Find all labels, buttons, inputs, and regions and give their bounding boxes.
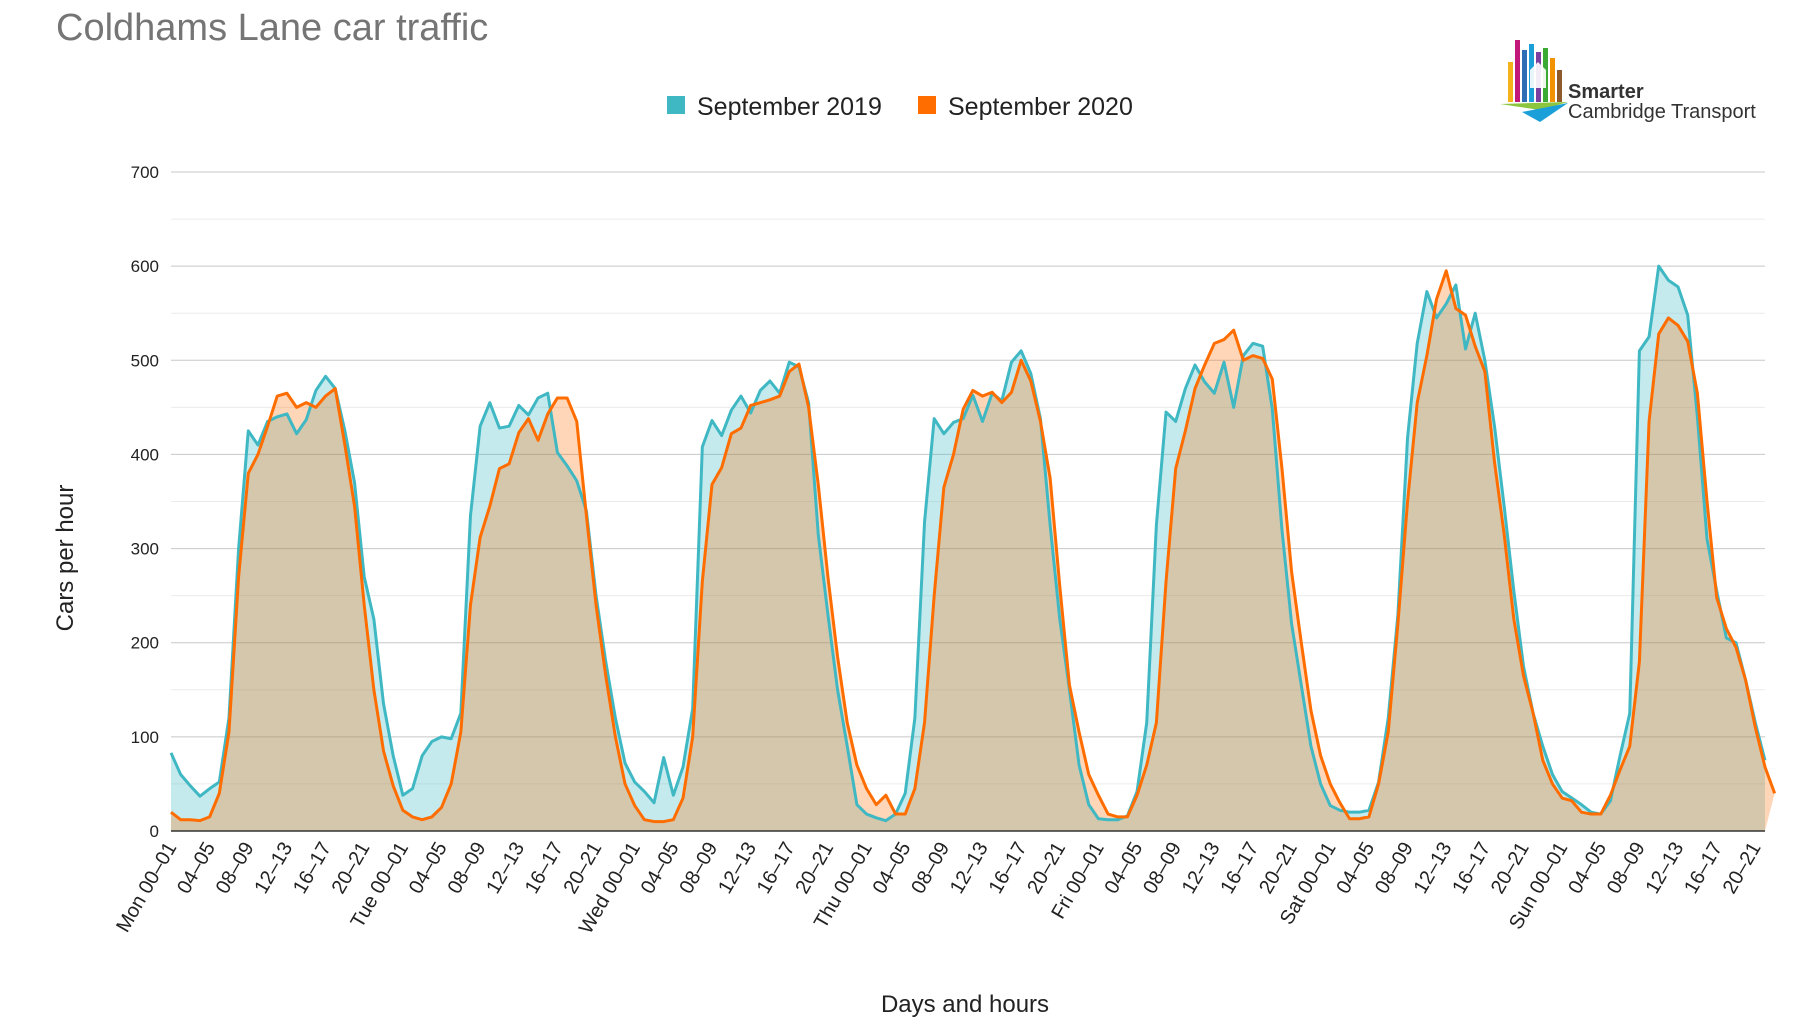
logo-line1: Smarter — [1568, 81, 1644, 103]
y-tick-label: 600 — [131, 257, 159, 276]
legend: September 2019 September 2020 — [667, 93, 1133, 121]
x-tick-label: 04–05 — [1101, 839, 1148, 898]
legend-label-2020: September 2020 — [948, 93, 1133, 121]
y-tick-label: 0 — [150, 822, 159, 841]
legend-label-2019: September 2019 — [697, 93, 882, 121]
x-tick-label: 16–17 — [1448, 839, 1495, 898]
x-tick-label: 04–05 — [405, 839, 452, 898]
y-axis-ticks: 0 100 200 300 400 500 600 700 — [131, 163, 159, 841]
x-tick-label: 12–13 — [946, 839, 993, 898]
x-tick-label: 04–05 — [173, 839, 220, 898]
x-tick-label: 12–13 — [1642, 839, 1689, 898]
x-tick-label: 08–09 — [212, 839, 259, 898]
x-tick-label: 16–17 — [753, 839, 800, 898]
x-tick-label: 08–09 — [1139, 839, 1186, 898]
series-lines — [169, 264, 1777, 824]
x-tick-label: 12–13 — [482, 839, 529, 898]
x-axis-title: Days and hours — [881, 991, 1049, 1018]
x-tick-label: 04–05 — [1564, 839, 1611, 898]
chart-title: Coldhams Lane car traffic — [56, 7, 488, 49]
x-tick-label: 04–05 — [869, 839, 916, 898]
x-tick-label: 12–13 — [250, 839, 297, 898]
x-tick-label: Mon 00–01 — [112, 839, 181, 937]
x-tick-label: 16–17 — [985, 839, 1032, 898]
x-tick-label: 08–09 — [444, 839, 491, 898]
x-tick-label: 16–17 — [521, 839, 568, 898]
x-tick-label: 16–17 — [289, 839, 336, 898]
y-tick-label: 500 — [131, 351, 159, 370]
line-series-2 — [170, 269, 1777, 824]
y-tick-label: 200 — [131, 634, 159, 653]
y-tick-label: 100 — [131, 728, 159, 747]
x-tick-label: 04–05 — [1332, 839, 1379, 898]
area-series-2 — [171, 270, 1775, 832]
smarter-cambridge-transport-logo: Smarter Cambridge Transport — [1500, 40, 1756, 123]
x-tick-label: 08–09 — [1371, 839, 1418, 898]
area-series-1 — [171, 266, 1765, 831]
y-tick-label: 400 — [131, 445, 159, 464]
legend-swatch-2019 — [667, 96, 685, 114]
x-tick-label: 12–13 — [1178, 839, 1225, 898]
logo-line2: Cambridge Transport — [1568, 101, 1756, 123]
x-tick-label: 04–05 — [637, 839, 684, 898]
x-tick-label: 08–09 — [907, 839, 954, 898]
x-tick-label: 16–17 — [1216, 839, 1263, 898]
x-tick-label: 20–21 — [1719, 839, 1766, 898]
x-tick-label: 16–17 — [1680, 839, 1727, 898]
x-tick-label: 08–09 — [1603, 839, 1650, 898]
y-tick-label: 300 — [131, 540, 159, 559]
legend-swatch-2020 — [918, 96, 936, 114]
x-tick-label: 12–13 — [1410, 839, 1457, 898]
x-tick-label: 12–13 — [714, 839, 761, 898]
x-tick-label: 08–09 — [675, 839, 722, 898]
y-tick-label: 700 — [131, 163, 159, 182]
line-series-1 — [169, 264, 1767, 823]
y-axis-title: Cars per hour — [52, 485, 79, 632]
